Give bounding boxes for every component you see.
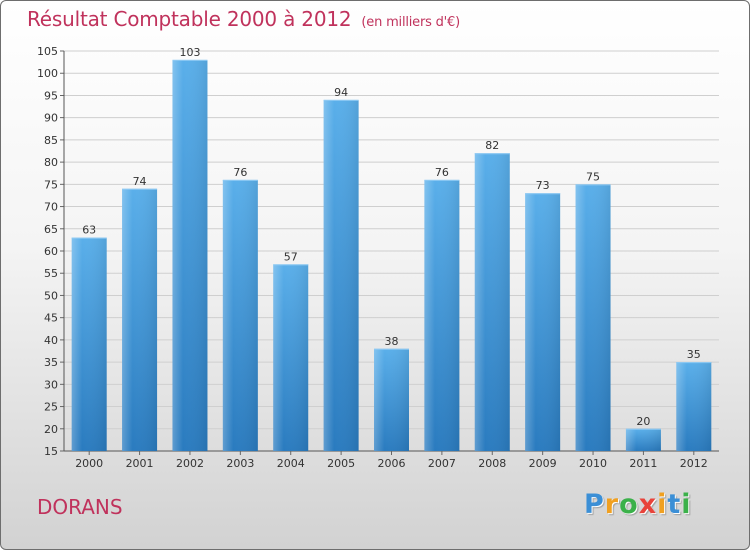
logo-letter: t: [667, 489, 682, 520]
y-tick-label: 70: [44, 201, 58, 214]
x-tick-label-2000: 2000: [75, 457, 103, 470]
logo-letter: i: [681, 489, 692, 520]
y-tick-label: 90: [44, 112, 58, 125]
data-label-2007: 76: [435, 166, 449, 179]
x-tick-label-2010: 2010: [579, 457, 607, 470]
y-tick-label: 85: [44, 134, 58, 147]
data-label-2005: 94: [334, 86, 348, 99]
y-tick-label: 30: [44, 378, 58, 391]
bar-shade-2002: [172, 59, 208, 452]
y-tick-label: 100: [37, 67, 58, 80]
x-tick-label-2003: 2003: [226, 457, 254, 470]
x-tick-label-2004: 2004: [277, 457, 305, 470]
proxiti-logo: Proxiti: [584, 489, 692, 520]
bar-shade-2000: [71, 237, 107, 451]
x-tick-label-2007: 2007: [428, 457, 456, 470]
data-label-2010: 75: [586, 170, 600, 183]
data-label-2003: 76: [233, 166, 247, 179]
x-tick-label-2011: 2011: [629, 457, 657, 470]
bar-shade-2007: [424, 179, 460, 451]
y-tick-label: 25: [44, 401, 58, 414]
logo-letter: i: [657, 489, 668, 520]
bar-shade-2003: [222, 179, 258, 451]
logo-letter: r: [604, 489, 620, 520]
data-label-2012: 35: [687, 348, 701, 361]
bar-shade-2010: [575, 184, 611, 452]
data-label-2004: 57: [284, 250, 298, 263]
logo-letter: o: [619, 489, 639, 520]
data-label-2000: 63: [82, 224, 96, 237]
bar-shade-2008: [474, 153, 510, 451]
y-tick-label: 35: [44, 356, 58, 369]
y-tick-label: 75: [44, 178, 58, 191]
x-tick-label-2009: 2009: [529, 457, 557, 470]
x-tick-label-2005: 2005: [327, 457, 355, 470]
y-tick-label: 40: [44, 334, 58, 347]
y-tick-label: 105: [37, 45, 58, 58]
bar-shade-2011: [625, 428, 661, 451]
y-tick-label: 50: [44, 289, 58, 302]
bar-shade-2006: [374, 348, 409, 451]
data-label-2011: 20: [636, 415, 650, 428]
y-tick-label: 95: [44, 89, 58, 102]
logo-letter: x: [638, 489, 658, 520]
x-tick-label-2012: 2012: [680, 457, 708, 470]
chart-title-text: Résultat Comptable 2000 à 2012: [27, 7, 352, 31]
y-tick-label: 60: [44, 245, 58, 258]
data-label-2001: 74: [133, 175, 147, 188]
y-tick-label: 20: [44, 423, 58, 436]
bar-shade-2012: [676, 362, 712, 451]
data-label-2008: 82: [485, 139, 499, 152]
bar-shade-2009: [525, 193, 561, 451]
x-tick-label-2006: 2006: [378, 457, 406, 470]
y-tick-label: 45: [44, 312, 58, 325]
chart-unit: (en milliers d'€): [361, 15, 460, 30]
x-tick-label-2001: 2001: [126, 457, 154, 470]
y-tick-label: 80: [44, 156, 58, 169]
data-label-2002: 103: [179, 46, 200, 59]
x-tick-label-2008: 2008: [478, 457, 506, 470]
bar-shade-2001: [122, 188, 158, 451]
x-tick-label-2002: 2002: [176, 457, 204, 470]
y-tick-label: 55: [44, 267, 58, 280]
commune-name: DORANS: [37, 495, 123, 519]
logo-letter: P: [584, 489, 605, 520]
bar-shade-2004: [273, 264, 309, 451]
data-label-2009: 73: [536, 179, 550, 192]
chart-title: Résultat Comptable 2000 à 2012 (en millie…: [27, 7, 460, 31]
bar-shade-2005: [323, 99, 359, 451]
data-label-2006: 38: [385, 335, 399, 348]
y-tick-label: 65: [44, 223, 58, 236]
y-tick-label: 15: [44, 445, 58, 458]
